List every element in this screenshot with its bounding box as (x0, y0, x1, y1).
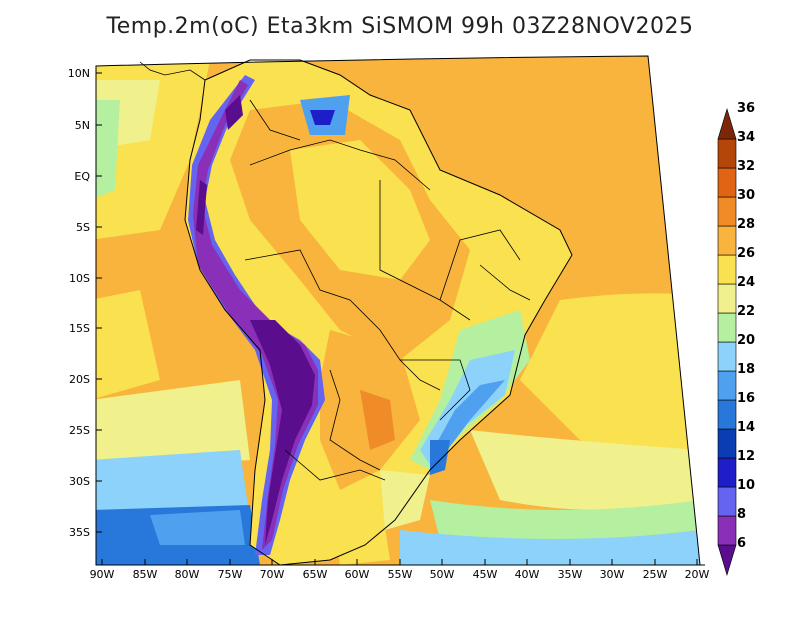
north-atlantic (560, 90, 700, 305)
lon-label: 20W (684, 568, 710, 581)
border-state-2 (439, 229, 521, 301)
lon-label: 35W (557, 568, 583, 581)
south-atlantic-green (430, 500, 700, 542)
colorbar-segment (717, 428, 737, 459)
south-atlantic-cool (400, 530, 700, 565)
amazon-yellow (290, 140, 430, 280)
colorbar-label: 26 (737, 246, 756, 261)
colorbar-segment (717, 457, 737, 488)
border-paraguay (329, 369, 381, 471)
lat-label: 20S (69, 373, 90, 386)
lon-label: 80W (174, 568, 200, 581)
colorbar-label: 6 (737, 536, 747, 551)
lat-label: 25S (69, 424, 90, 437)
colombia-andes-core (225, 95, 243, 130)
guiana-highlands-core (310, 110, 335, 125)
colorbar-label: 20 (737, 333, 756, 348)
colorbar-segment (717, 225, 737, 256)
lon-label: 25W (642, 568, 668, 581)
lon-label: 40W (514, 568, 540, 581)
colorbar-segment (717, 370, 737, 401)
lon-ticks (101, 559, 698, 565)
south-atlantic-yellow (520, 293, 700, 458)
colorbar-label: 10 (737, 478, 756, 493)
lat-label: 10N (67, 67, 90, 80)
colorbar (717, 107, 737, 577)
colorbar-segment (717, 399, 737, 430)
map-title: Temp.2m(oC) Eta3km SiSMOM 99h 03Z28NOV20… (106, 14, 694, 39)
map-frame (95, 55, 701, 566)
colorbar-segment (717, 283, 737, 314)
lon-label: 50W (429, 568, 455, 581)
lat-label: 5N (74, 119, 90, 132)
colorbar-label: 18 (737, 362, 756, 377)
colorbar-label: 14 (737, 420, 756, 435)
serra-geral-blue (430, 440, 450, 475)
coastline (184, 59, 573, 566)
border-colombia (249, 99, 301, 141)
border-state-4 (479, 264, 531, 301)
border-state-3 (400, 359, 471, 421)
border-brazil-north (249, 139, 431, 191)
lon-label: 75W (217, 568, 243, 581)
uruguay-pale (380, 470, 430, 530)
colorbar-max-triangle (717, 107, 737, 140)
lon-label: 55W (387, 568, 413, 581)
lat-label: 10S (69, 272, 90, 285)
pampas-yellow (330, 495, 390, 565)
altiplano-core (250, 320, 315, 545)
colorbar-segment (717, 515, 737, 546)
colorbar-label: 8 (737, 507, 747, 522)
lon-label: 60W (344, 568, 370, 581)
colorbar-segment (717, 312, 737, 343)
lon-label: 45W (472, 568, 498, 581)
colorbar-label: 36 (737, 101, 756, 116)
colorbar-segment (717, 486, 737, 517)
central-america (139, 61, 206, 81)
lon-label: 30W (599, 568, 625, 581)
chaco-hot (360, 390, 395, 450)
lat-label: 15S (69, 322, 90, 335)
border-argentina (284, 449, 386, 481)
colorbar-segment (717, 167, 737, 198)
colorbar-segment (717, 341, 737, 372)
colorbar-segment (717, 196, 737, 227)
lat-label: EQ (74, 170, 90, 183)
colorbar-label: 32 (737, 159, 756, 174)
lon-label: 65W (302, 568, 328, 581)
lon-label: 85W (132, 568, 158, 581)
temperature-field (96, 56, 700, 565)
pacific-south-cool (96, 450, 250, 520)
colorbar-segment (717, 254, 737, 285)
colorbar-label: 28 (737, 217, 756, 232)
pacific-far-south-patch (150, 510, 245, 545)
lat-label: 30S (69, 475, 90, 488)
colorbar-label: 22 (737, 304, 756, 319)
colorbar-label: 24 (737, 275, 756, 290)
coastlines-borders (139, 59, 573, 566)
border-brazil-west (244, 249, 441, 391)
lat-label: 35S (69, 526, 90, 539)
pacific-south-pale (96, 380, 250, 470)
lat-ticks (96, 72, 102, 533)
lon-label: 70W (259, 568, 285, 581)
colorbar-label: 12 (737, 449, 756, 464)
colorbar-label: 30 (737, 188, 756, 203)
peru-andes-core (196, 180, 207, 235)
colorbar-segment (717, 138, 737, 169)
south-atlantic-pale (470, 430, 700, 510)
lat-label: 5S (76, 221, 90, 234)
colorbar-label: 16 (737, 391, 756, 406)
colorbar-label: 34 (737, 130, 756, 145)
lon-label: 90W (89, 568, 115, 581)
border-state-1 (379, 180, 471, 321)
colorbar-min-triangle (717, 544, 737, 577)
pacific-central-yellow (96, 290, 160, 400)
